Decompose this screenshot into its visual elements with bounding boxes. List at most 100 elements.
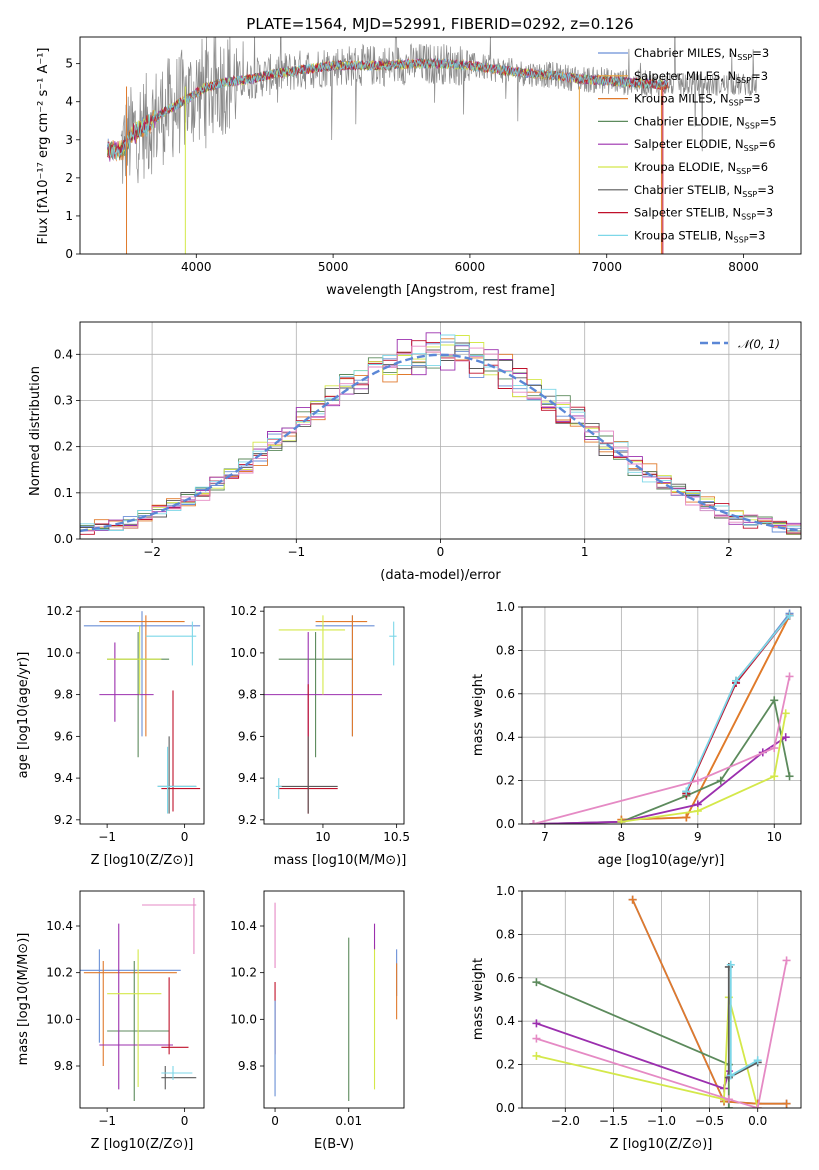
massweight_vs_age-marks (529, 609, 794, 824)
legend-name: Salpeter STELIB, N (634, 206, 741, 220)
y-tick-label: 9.8 (54, 1059, 73, 1073)
mass_vs_Z-frame (79, 890, 205, 1109)
legend-label: Chabrier ELODIE, NSSP=5 (634, 114, 777, 130)
legend-sub: SSP (736, 167, 751, 176)
legend-n: =5 (760, 114, 777, 128)
legend-n: =6 (751, 160, 768, 174)
x-tick-label: 10 (767, 830, 782, 844)
y-tick-label: 9.8 (238, 1059, 257, 1073)
x-tick-label: −1 (287, 545, 305, 559)
y-tick-label: 10.2 (230, 966, 257, 980)
x-tick-label: −2.0 (551, 1114, 580, 1128)
y-tick-label: 3 (65, 133, 73, 147)
legend-name: Chabrier MILES, N (634, 46, 737, 60)
weight-line (621, 713, 787, 823)
legend-n: =3 (752, 46, 769, 60)
y-tick-label: 0.4 (496, 730, 515, 744)
x-tick-label: −1 (98, 1114, 116, 1128)
mass-z-ylabel: mass [log10(M/M⊙)] (16, 933, 31, 1066)
y-tick-label: 0.0 (496, 817, 515, 831)
x-tick-label: 8000 (728, 260, 759, 274)
spectrum-ylabel: Flux [fλ10⁻¹⁷ erg cm⁻² s⁻¹ A⁻¹] (36, 48, 51, 245)
age-z-xlabel: Z [log10(Z/Z⊙)] (91, 853, 194, 868)
y-tick-label: 10.2 (230, 604, 257, 618)
legend-label: Salpeter MILES, NSSP=3 (634, 69, 768, 85)
histogram-series (80, 345, 801, 535)
y-tick-label: 0.0 (54, 532, 73, 546)
y-tick-label: 1.0 (496, 600, 515, 614)
age_vs_Z-frame (79, 606, 205, 825)
x-tick-label: −1.5 (599, 1114, 628, 1128)
age_vs_mass-marks (264, 615, 397, 814)
x-tick-label: 8 (618, 830, 626, 844)
spectrum-frame (79, 36, 802, 255)
massweight_vs_age-axes: 7 8 9 10 0.0 0.2 0.4 0.6 0.8 1.0 (496, 600, 801, 844)
legend-name: Kroupa MILES, N (634, 92, 729, 106)
y-tick-label: 0 (65, 247, 73, 261)
legend-sub: SSP (737, 53, 752, 62)
y-tick-label: 0.0 (496, 1101, 515, 1115)
age_vs_Z-axes: −1 0 9.2 9.4 9.6 9.8 10.0 10.2 (46, 604, 188, 844)
y-tick-label: 10.4 (230, 919, 257, 933)
mass-z-xlabel: Z [log10(Z/Z⊙)] (91, 1137, 194, 1152)
weight-line (533, 676, 791, 824)
y-tick-label: 9.8 (54, 688, 73, 702)
y-tick-label: 1 (65, 209, 73, 223)
x-tick-label: −0.5 (695, 1114, 724, 1128)
legend-label: Kroupa MILES, NSSP=3 (634, 92, 760, 108)
y-tick-label: 0.4 (54, 347, 73, 361)
mass_vs_EBV-frame (263, 890, 405, 1109)
age_vs_Z-marks (83, 611, 201, 814)
weight-age-xlabel: age [log10(age/yr)] (598, 853, 725, 868)
legend-label: Kroupa STELIB, NSSP=3 (634, 228, 765, 244)
age-z-ylabel: age [log10(age/yr)] (16, 652, 31, 779)
x-tick-label: 7000 (591, 260, 622, 274)
y-tick-label: 9.4 (238, 771, 257, 785)
weight-line (536, 997, 759, 1108)
y-tick-label: 9.6 (238, 729, 257, 743)
x-tick-label: −1 (98, 830, 116, 844)
legend-n: =3 (751, 69, 768, 83)
legend-name: Kroupa ELODIE, N (634, 160, 736, 174)
y-tick-label: 5 (65, 57, 73, 71)
massweight_vs_age-frame (521, 606, 802, 825)
legend-n: =3 (744, 92, 761, 106)
y-tick-label: 2 (65, 171, 73, 185)
x-tick-label: 1 (581, 545, 589, 559)
x-tick-label: 4000 (181, 260, 212, 274)
mass-ebv-xlabel: E(B-V) (314, 1137, 354, 1152)
legend-sub: SSP (736, 76, 751, 85)
weight-z-xlabel: Z [log10(Z/Z⊙)] (610, 1137, 713, 1152)
x-tick-label: −2 (143, 545, 161, 559)
histogram-steps (80, 332, 801, 535)
legend-name: Salpeter MILES, N (634, 69, 736, 83)
legend-sub: SSP (744, 144, 759, 153)
weight-age-ylabel: mass weight (471, 674, 486, 756)
y-tick-label: 10.2 (46, 966, 73, 980)
mass_vs_Z-marks (80, 898, 197, 1101)
histogram-xlabel: (data-model)/error (380, 568, 501, 583)
legend-sub: SSP (729, 99, 744, 108)
massweight_vs_Z-axes: −2.0 −1.5 −1.0 −0.5 0.0 0.0 0.2 0.4 0.6 0.8 1.0 (496, 884, 801, 1128)
x-tick-label: 2 (725, 545, 733, 559)
weight-z-ylabel: mass weight (471, 958, 486, 1040)
y-tick-label: 10.0 (46, 646, 73, 660)
x-tick-label: 0.0 (748, 1114, 767, 1128)
x-tick-label: −1.0 (647, 1114, 676, 1128)
x-tick-label: 0 (271, 1114, 279, 1128)
y-tick-label: 4 (65, 95, 73, 109)
age_vs_mass-frame (263, 606, 405, 825)
legend-n: =6 (759, 137, 776, 151)
legend-n: =3 (757, 183, 774, 197)
legend-label: Chabrier MILES, NSSP=3 (634, 46, 769, 62)
legend-sub: SSP (741, 213, 756, 222)
histogram-ylabel: Normed distribution (28, 366, 43, 496)
y-tick-label: 9.4 (54, 771, 73, 785)
x-tick-label: 9 (694, 830, 702, 844)
legend-name: Chabrier ELODIE, N (634, 114, 745, 128)
legend-label: Kroupa ELODIE, NSSP=6 (634, 160, 768, 176)
figure-title: PLATE=1564, MJD=52991, FIBERID=0292, z=0… (246, 15, 633, 33)
